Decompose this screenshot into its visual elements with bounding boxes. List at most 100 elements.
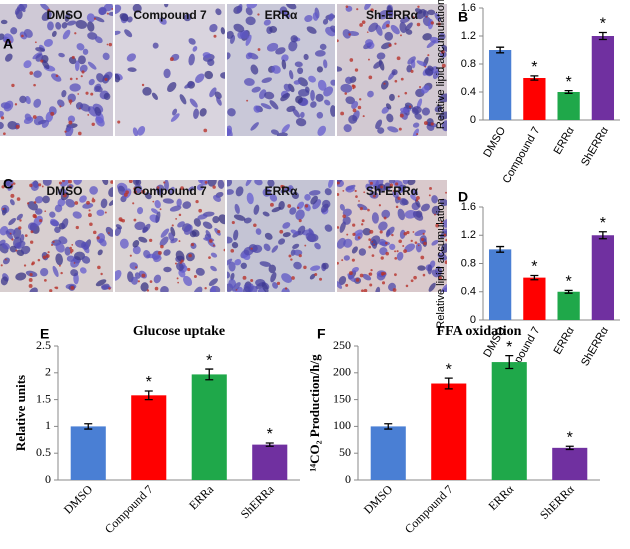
cell [407,56,416,65]
cell [87,61,97,70]
cell [292,108,301,118]
lipid-droplet [30,230,34,234]
cell [0,121,4,130]
cell [275,47,286,55]
cell [324,188,332,196]
cell [442,219,447,228]
cell [144,192,152,200]
cell [115,73,121,83]
lipid-droplet [250,278,254,282]
cell [96,73,105,83]
cell [94,106,102,116]
lipid-droplet [75,225,79,230]
cell [259,261,271,267]
x-tick-label: ShERRa [238,482,278,522]
cell [15,272,27,281]
y-tick-label: 2 [45,365,51,379]
micrograph [0,180,113,292]
cell [396,251,404,261]
y-tick-label: 0 [345,472,351,486]
lipid-droplet [371,254,375,257]
lipid-droplet [9,232,12,235]
cell [227,271,231,279]
cell [142,87,152,96]
lipid-droplet [14,103,18,106]
bar [488,50,512,120]
lipid-droplet [104,211,107,214]
cell [16,213,23,221]
lipid-droplet [193,274,197,278]
cell [294,61,303,68]
cell [437,252,447,261]
bar [70,426,106,480]
cell [72,211,82,219]
cell [281,124,290,133]
x-tick-label: DMSO [481,125,508,160]
cell [176,262,184,271]
cell [65,125,74,136]
cell [195,73,205,83]
cell [132,245,141,255]
cell [322,262,329,270]
panel-label: C [3,176,13,192]
lipid-droplet [422,273,426,277]
cell [268,264,277,274]
micrograph-content [115,4,225,136]
bar [552,447,588,480]
cell [295,209,305,221]
cell [33,70,42,78]
cell [160,228,170,238]
cell [55,242,65,253]
lipid-droplet [5,40,7,43]
lipid-droplet [43,278,47,282]
cell [159,17,167,25]
cell [232,282,241,292]
cell [9,245,17,253]
lipid-droplet [68,99,73,104]
lipid-droplet [212,244,215,247]
cell [412,106,422,114]
lipid-droplet [152,200,155,203]
cell [400,16,411,24]
cell [399,22,407,34]
significance-marker: * [267,426,273,443]
cell [381,80,389,90]
chart-title: Glucose uptake [133,324,225,339]
cell [421,107,430,116]
cell [202,52,211,58]
lipid-droplet [106,43,109,46]
cell [328,13,334,22]
lipid-droplet [104,77,108,81]
lipid-droplet [406,230,410,235]
lipid-droplet [288,254,292,258]
cell [422,10,429,18]
cell [49,211,56,218]
cell [439,93,447,103]
cell [134,221,146,231]
cell [278,201,285,210]
error-bar [565,445,574,451]
lipid-droplet [416,133,419,136]
lipid-droplet [402,244,405,247]
cell [108,199,113,206]
bar [191,374,227,480]
bar [523,277,546,320]
cell [8,218,17,226]
cell [375,119,383,130]
cell [234,203,240,214]
lipid-droplet [290,258,293,261]
lipid-droplet [415,199,419,202]
lipid-droplet [253,223,257,228]
cell [193,218,201,227]
y-tick-label: 250 [333,338,351,352]
lipid-droplet [19,219,22,222]
lipid-droplet [358,200,360,202]
lipid-droplet [440,221,443,224]
cell [289,70,294,80]
cell [66,255,75,262]
cell [243,217,252,224]
cell [4,53,13,62]
cell [262,211,270,217]
cell [319,43,327,50]
